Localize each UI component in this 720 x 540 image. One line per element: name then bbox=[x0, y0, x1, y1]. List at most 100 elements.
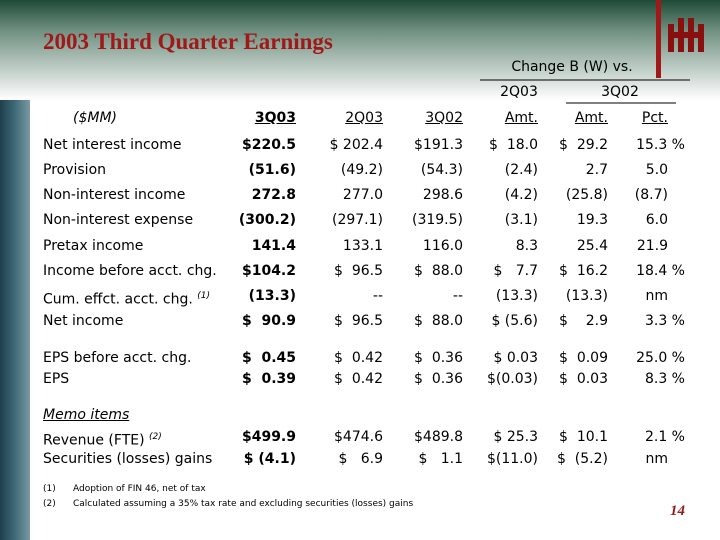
cell: 141.4 bbox=[251, 238, 296, 254]
cell: (3.1) bbox=[504, 212, 538, 228]
cell: 6.0 bbox=[645, 212, 668, 228]
footnote-ref: (1) bbox=[197, 291, 211, 301]
cell: $(0.03) bbox=[486, 371, 538, 387]
cell: $ 202.4 bbox=[329, 137, 383, 153]
footnote-text: Adoption of FIN 46, net of tax bbox=[73, 484, 206, 494]
cell: $ 18.0 bbox=[489, 137, 538, 153]
column-header: Pct. bbox=[641, 110, 668, 126]
column-header: Amt. bbox=[574, 110, 608, 126]
cell: $ 1.1 bbox=[418, 451, 463, 467]
cell: 2.1 % bbox=[644, 429, 685, 445]
cell: $ 7.7 bbox=[493, 263, 538, 279]
cell: $ 0.09 bbox=[559, 350, 608, 366]
cell: $ 25.3 bbox=[493, 429, 538, 445]
row-label: Cum. effct. acct. chg. (1) bbox=[43, 291, 211, 308]
row-label: Revenue (FTE) (2) bbox=[43, 432, 162, 449]
footnote-ref: (2) bbox=[149, 432, 162, 442]
cell: $ 29.2 bbox=[559, 137, 608, 153]
cell: nm bbox=[645, 451, 668, 467]
cell: $ 0.03 bbox=[559, 371, 608, 387]
cell: (13.3) bbox=[248, 288, 296, 304]
row-label: EPS before acct. chg. bbox=[43, 350, 192, 366]
cell: $499.9 bbox=[241, 429, 296, 445]
cell: $ 6.9 bbox=[338, 451, 383, 467]
cell: $220.5 bbox=[241, 137, 296, 153]
footnote-mark: (1) bbox=[43, 484, 56, 494]
cell: (297.1) bbox=[331, 212, 383, 228]
cell: $ 0.36 bbox=[414, 371, 463, 387]
cell: $191.3 bbox=[414, 137, 463, 153]
cell: 298.6 bbox=[422, 187, 463, 203]
cell: $ 0.39 bbox=[241, 371, 296, 387]
row-label: Net interest income bbox=[43, 137, 182, 153]
cell: $ 2.9 bbox=[559, 313, 608, 329]
cell: (54.3) bbox=[420, 162, 463, 178]
row-label: Non-interest expense bbox=[43, 212, 194, 228]
cell: $ 0.03 bbox=[493, 350, 538, 366]
cell: 18.4 % bbox=[636, 263, 685, 279]
cell: 25.0 % bbox=[636, 350, 685, 366]
cell: $ (5.2) bbox=[557, 451, 608, 467]
cell: $ 96.5 bbox=[334, 263, 383, 279]
cell: $(11.0) bbox=[486, 451, 538, 467]
cell: (25.8) bbox=[565, 187, 608, 203]
memo-label: Memo items bbox=[43, 407, 130, 423]
cell: 25.4 bbox=[576, 238, 608, 254]
cell: $ 88.0 bbox=[414, 313, 463, 329]
column-header: Amt. bbox=[504, 110, 538, 126]
cell: $ (5.6) bbox=[491, 313, 538, 329]
column-header: 3Q02 bbox=[425, 110, 463, 126]
cell: 8.3 % bbox=[644, 371, 685, 387]
cell: (49.2) bbox=[340, 162, 383, 178]
cell: (8.7) bbox=[634, 187, 668, 203]
cell: 133.1 bbox=[342, 238, 383, 254]
cell: 19.3 bbox=[576, 212, 608, 228]
cell: $ 96.5 bbox=[334, 313, 383, 329]
cell: (51.6) bbox=[248, 162, 296, 178]
group-header: 2Q03 bbox=[500, 84, 538, 100]
cell: $ 16.2 bbox=[559, 263, 608, 279]
row-label: Provision bbox=[43, 162, 107, 178]
cell: 277.0 bbox=[342, 187, 383, 203]
cell: 8.3 bbox=[515, 238, 538, 254]
column-header: 3Q03 bbox=[254, 110, 296, 126]
row-label: Net income bbox=[43, 313, 124, 329]
column-header: 2Q03 bbox=[345, 110, 383, 126]
change-label: Change B (W) vs. bbox=[511, 59, 633, 75]
cell: 15.3 % bbox=[636, 137, 685, 153]
cell: $474.6 bbox=[334, 429, 383, 445]
row-label: Securities (losses) gains bbox=[43, 451, 213, 467]
cell: 272.8 bbox=[251, 187, 296, 203]
cell: $ (4.1) bbox=[243, 451, 296, 467]
group-header: 3Q02 bbox=[601, 84, 639, 100]
logo bbox=[668, 18, 704, 52]
footnote-mark: (2) bbox=[43, 499, 56, 509]
footnote-text: Calculated assuming a 35% tax rate and e… bbox=[73, 499, 414, 509]
cell: $ 0.42 bbox=[334, 350, 383, 366]
row-label: Non-interest income bbox=[43, 187, 186, 203]
cell: (2.4) bbox=[504, 162, 538, 178]
units-label: ($MM) bbox=[73, 110, 117, 126]
top-band bbox=[0, 0, 720, 100]
cell: 2.7 bbox=[585, 162, 608, 178]
cell: (300.2) bbox=[238, 212, 296, 228]
row-label: EPS bbox=[43, 371, 70, 387]
cell: 3.3 % bbox=[644, 313, 685, 329]
cell: $ 10.1 bbox=[559, 429, 608, 445]
logo-rule bbox=[656, 0, 661, 78]
cell: 21.9 bbox=[636, 238, 668, 254]
cell: $ 0.45 bbox=[241, 350, 296, 366]
title: 2003 Third Quarter Earnings bbox=[43, 29, 333, 54]
page-number: 14 bbox=[670, 503, 685, 519]
row-label: Pretax income bbox=[43, 238, 144, 254]
cell: (13.3) bbox=[495, 288, 538, 304]
cell: $489.8 bbox=[414, 429, 463, 445]
cell: nm bbox=[645, 288, 668, 304]
cell: $ 0.42 bbox=[334, 371, 383, 387]
cell: -- bbox=[372, 288, 383, 304]
left-strip bbox=[0, 100, 30, 540]
cell: -- bbox=[452, 288, 463, 304]
cell: (319.5) bbox=[411, 212, 463, 228]
